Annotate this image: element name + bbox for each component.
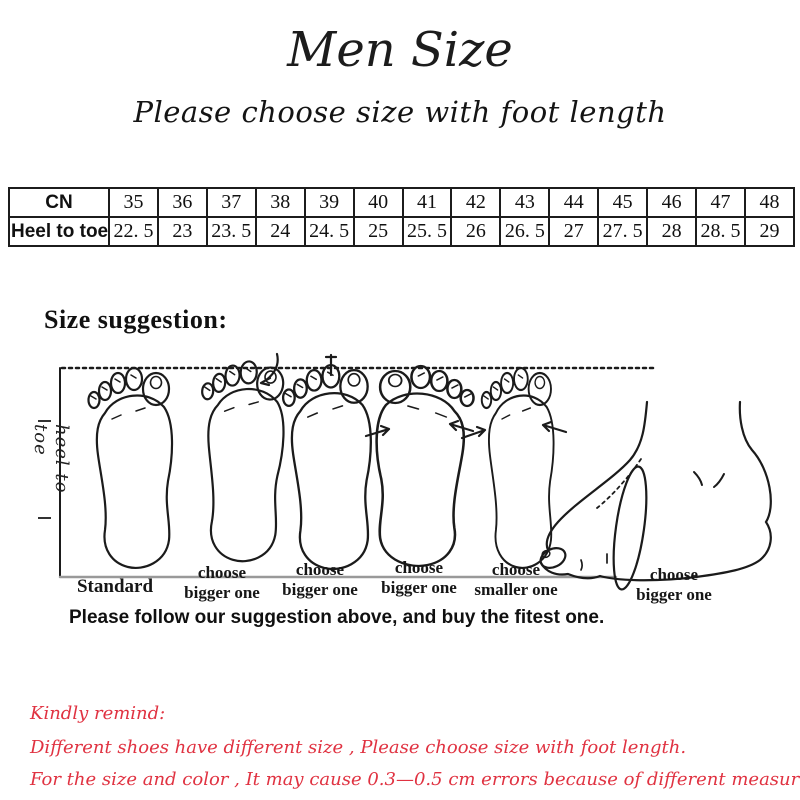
size-table: CN 35 36 37 38 39 40 41 42 43 44 45 46 4… bbox=[8, 187, 796, 247]
foot-3-big bbox=[281, 363, 372, 571]
foot-label-5: choose smaller one bbox=[474, 560, 558, 599]
toe-over-line-arrow bbox=[259, 352, 279, 387]
length-cell: 25. 5 bbox=[401, 216, 453, 247]
size-cell: 47 bbox=[695, 187, 746, 218]
foot-diagram bbox=[58, 352, 772, 591]
length-cell: 28 bbox=[646, 216, 698, 247]
size-cell: 43 bbox=[499, 187, 551, 218]
axis-tick-bottom bbox=[38, 517, 51, 519]
size-cell: 40 bbox=[352, 187, 404, 218]
size-cell: 35 bbox=[108, 187, 159, 218]
remind-line-2: For the size and color , It may cause 0.… bbox=[30, 769, 800, 790]
size-cell: 42 bbox=[450, 187, 502, 218]
size-cell: 38 bbox=[254, 187, 306, 218]
length-cell: 27. 5 bbox=[597, 216, 649, 247]
length-cell: 25 bbox=[352, 216, 404, 247]
foot-label-4: choose bigger one bbox=[381, 558, 457, 597]
girth-loop bbox=[612, 465, 648, 591]
length-cell: 26 bbox=[450, 216, 502, 247]
length-cell: 29 bbox=[743, 216, 796, 247]
size-suggestion-heading: Size suggestion: bbox=[44, 305, 228, 334]
size-cell: 41 bbox=[401, 187, 453, 218]
length-cell: 26. 5 bbox=[499, 216, 551, 247]
table-row-sizes: CN 35 36 37 38 39 40 41 42 43 44 45 46 4… bbox=[8, 187, 796, 218]
cn-header-cell: CN bbox=[8, 187, 110, 218]
size-cell: 45 bbox=[597, 187, 649, 218]
foot-label-1: Standard bbox=[76, 576, 154, 597]
size-cell: 36 bbox=[156, 187, 208, 218]
page-title: Men Size bbox=[287, 22, 513, 78]
foot-label-3: choose bigger one bbox=[282, 560, 358, 599]
heel-to-toe-axis-label: heel to toe bbox=[30, 424, 72, 494]
side-foot-icon bbox=[539, 400, 772, 591]
suggestion-footer-note: Please follow our suggestion above, and … bbox=[69, 607, 605, 628]
heel-to-toe-header-cell: Heel to toe bbox=[8, 216, 110, 247]
size-cell: 44 bbox=[548, 187, 600, 218]
length-cell: 24. 5 bbox=[303, 216, 355, 247]
foot-5-narrow bbox=[480, 366, 555, 570]
length-cell: 23 bbox=[156, 216, 208, 247]
length-cell: 24 bbox=[254, 216, 306, 247]
foot-4-wide bbox=[375, 364, 475, 568]
foot-2-long-toe bbox=[192, 357, 289, 565]
size-cell: 48 bbox=[743, 187, 796, 218]
table-row-lengths: Heel to toe 22. 5 23 23. 5 24 24. 5 25 2… bbox=[8, 216, 796, 247]
foot-label-6: choose bigger one bbox=[636, 565, 712, 604]
size-cell: 46 bbox=[646, 187, 698, 218]
remind-line-1: Different shoes have different size , Pl… bbox=[30, 737, 687, 758]
axis-tick-top bbox=[38, 420, 51, 422]
foot4-width-arrows bbox=[364, 419, 475, 438]
foot-1-standard bbox=[87, 366, 174, 570]
length-cell: 27 bbox=[548, 216, 600, 247]
kindly-remind-heading: Kindly remind: bbox=[30, 703, 166, 724]
foot5-width-arrows bbox=[460, 420, 568, 440]
foot-label-2: choose bigger one bbox=[184, 563, 260, 602]
size-cell: 39 bbox=[303, 187, 355, 218]
size-cell: 37 bbox=[205, 187, 257, 218]
page-subtitle: Please choose size with foot length bbox=[133, 95, 667, 129]
length-cell: 23. 5 bbox=[205, 216, 257, 247]
length-cell: 22. 5 bbox=[108, 216, 159, 247]
length-cell: 28. 5 bbox=[695, 216, 746, 247]
toe-cross-mark bbox=[324, 353, 338, 377]
